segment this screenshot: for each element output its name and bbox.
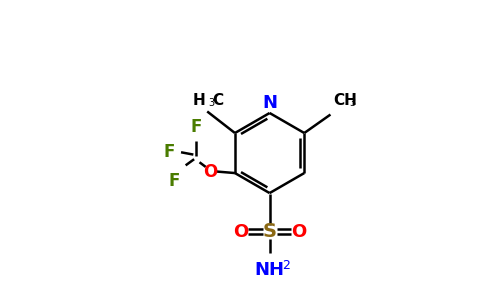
Text: N: N [262,94,277,112]
Text: S: S [263,222,277,241]
Text: F: F [168,172,180,190]
Text: 3: 3 [349,98,355,108]
Text: 3: 3 [208,98,214,108]
Text: 2: 2 [282,259,290,272]
Text: C: C [212,93,223,108]
Text: O: O [291,223,306,241]
Text: O: O [233,223,248,241]
Text: CH: CH [333,93,357,108]
Text: H: H [193,93,206,108]
Text: NH: NH [255,261,285,279]
Text: F: F [164,143,175,161]
Text: F: F [191,118,202,136]
Text: O: O [203,163,217,181]
